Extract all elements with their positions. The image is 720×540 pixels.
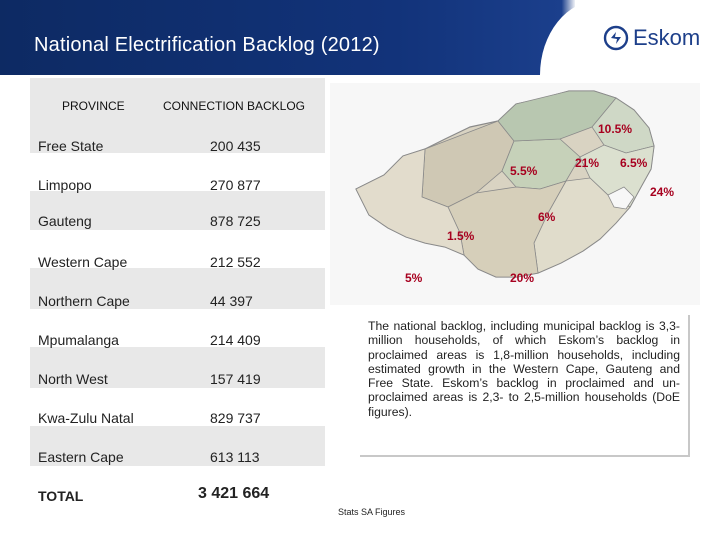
map-label-limpopo: 10.5%	[598, 122, 633, 136]
province-cell: Gauteng	[38, 213, 92, 229]
map-label-eastern-cape: 20%	[510, 271, 535, 285]
backlog-cell: 613 113	[210, 449, 260, 465]
backlog-cell: 200 435	[210, 138, 261, 154]
province-cell: Kwa-Zulu Natal	[38, 410, 134, 426]
table-row: Eastern Cape 613 113	[30, 427, 325, 465]
table-row: Gauteng 878 725	[30, 192, 325, 230]
map-label-northern-cape: 1.5%	[447, 229, 475, 243]
backlog-cell: 270 877	[210, 177, 261, 193]
column-header-province: PROVINCE	[62, 99, 125, 113]
table-row: Northern Cape 44 397	[30, 270, 325, 309]
table-total-row: TOTAL 3 421 664	[30, 466, 325, 504]
backlog-cell: 878 725	[210, 213, 261, 229]
page-title: National Electrification Backlog (2012)	[34, 34, 380, 56]
header-logo-area	[575, 0, 720, 75]
backlog-note: The national backlog, including municipa…	[360, 315, 690, 457]
province-cell: North West	[38, 371, 108, 387]
total-label: TOTAL	[38, 488, 84, 504]
source-caption: Stats SA Figures	[338, 507, 406, 517]
map-label-gauteng: 21%	[575, 156, 600, 170]
backlog-cell: 829 737	[210, 410, 261, 426]
province-cell: Free State	[38, 138, 104, 154]
province-cell: Northern Cape	[38, 293, 130, 309]
table-row: Free State 200 435	[30, 118, 325, 156]
map-label-free-state: 6%	[538, 210, 556, 224]
table-row: Mpumalanga 214 409	[30, 309, 325, 348]
map-graphic	[355, 90, 655, 278]
backlog-cell: 214 409	[210, 332, 261, 348]
map-label-north-west: 5.5%	[510, 164, 538, 178]
eskom-logo-icon	[603, 25, 629, 51]
map-label-kwazulu-natal: 24%	[650, 185, 675, 199]
map-label-mpumalanga: 6.5%	[620, 156, 648, 170]
province-cell: Western Cape	[38, 254, 128, 270]
province-cell: Limpopo	[38, 177, 92, 193]
backlog-table-background	[30, 78, 325, 503]
province-cell: Mpumalanga	[38, 332, 119, 348]
map-label-western-cape: 5%	[405, 271, 423, 285]
backlog-cell: 212 552	[210, 254, 261, 270]
table-row: Kwa-Zulu Natal 829 737	[30, 388, 325, 426]
table-row: Western Cape 212 552	[30, 230, 325, 270]
eskom-logo: Eskom	[603, 25, 700, 51]
table-row: Limpopo 270 877	[30, 153, 325, 193]
total-value: 3 421 664	[198, 485, 270, 502]
backlog-cell: 44 397	[210, 293, 253, 309]
province-cell: Eastern Cape	[38, 449, 124, 465]
south-africa-map	[330, 83, 700, 305]
table-row: North West 157 419	[30, 349, 325, 387]
column-header-backlog: CONNECTION BACKLOG	[163, 99, 306, 113]
eskom-logo-text: Eskom	[633, 25, 701, 50]
backlog-cell: 157 419	[210, 371, 261, 387]
